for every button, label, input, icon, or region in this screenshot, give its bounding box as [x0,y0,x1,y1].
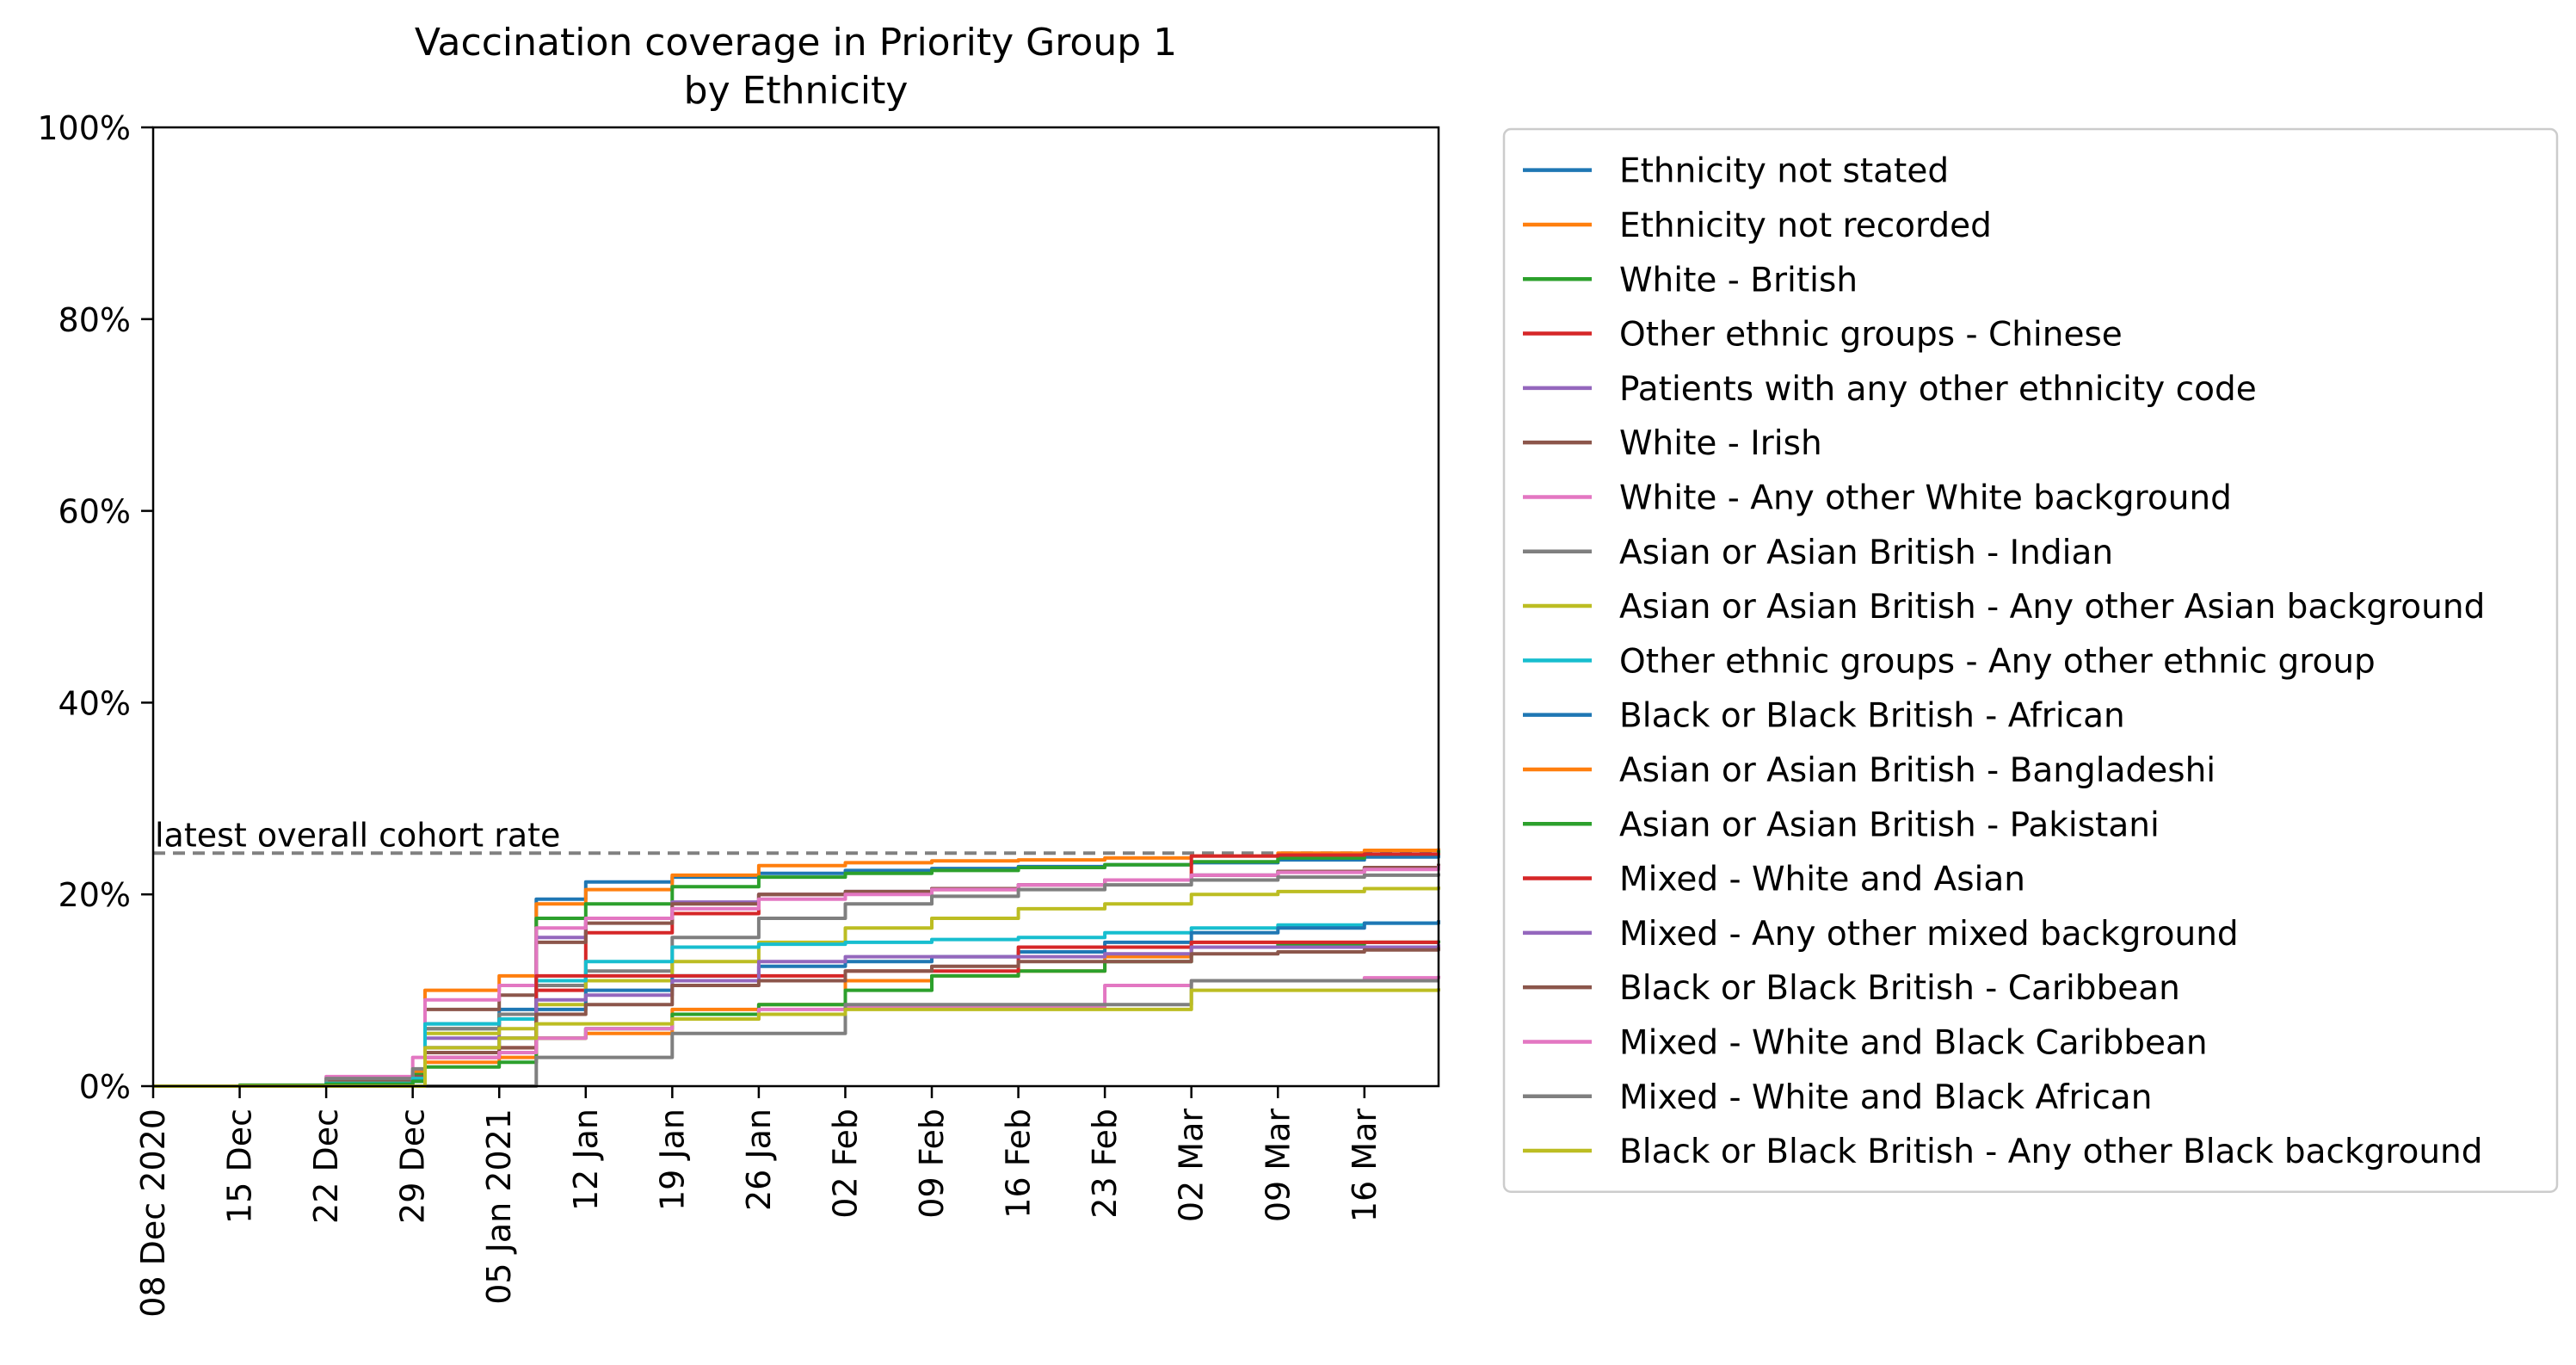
x-tick-label: 02 Feb [826,1109,864,1219]
x-tick-label: 15 Dec [221,1109,259,1224]
x-tick-label: 26 Jan [740,1109,778,1211]
series-line-6 [153,865,1440,1088]
legend-box [1502,127,2559,1193]
series-line-18 [153,988,1440,1088]
legend-label: Black or Black British - Caribbean [1619,969,2180,1008]
legend-label: Asian or Asian British - Indian [1619,534,2113,572]
legend-label: Black or Black British - African [1619,697,2125,736]
legend: Ethnicity not stated Ethnicity not record… [1502,127,2559,1193]
x-tick-label: 12 Jan [567,1109,605,1211]
legend-label: Patients with any other ethnicity code [1619,370,2257,409]
series-line-16 [153,975,1440,1088]
x-tick-label: 22 Dec [307,1109,345,1224]
series-lines [153,848,1440,1088]
y-axis: 0% 20% 40% 60% 80% 100% [37,109,153,1106]
legend-label: Mixed - White and Asian [1619,861,2025,899]
series-line-0 [153,854,1440,1088]
x-tick-label: 02 Mar [1173,1109,1211,1223]
y-tick-label: 40% [59,684,131,722]
legend-label: Ethnicity not stated [1619,152,1949,191]
plot-frame [151,126,1440,1088]
series-line-7 [153,873,1440,1088]
chart-title-line: by Ethnicity [684,69,909,113]
series-line-9 [153,921,1440,1088]
legend-label: White - Irish [1619,424,1822,463]
reference-line-group: latest overall cohort rate [153,816,1439,855]
legend-label: Other ethnic groups - Any other ethnic g… [1619,642,2376,681]
y-tick-label: 100% [37,109,131,147]
x-tick-label: 29 Dec [394,1109,432,1224]
y-tick-label: 80% [59,301,131,339]
legend-label: Black or Black British - Any other Black… [1619,1133,2483,1171]
legend-label: Mixed - White and Black African [1619,1078,2152,1117]
x-axis: 08 Dec 2020 15 Dec 22 Dec 29 Dec 05 Jan 2021… [134,1086,1384,1318]
series-line-3 [153,852,1440,1088]
x-tick-label: 16 Feb [1000,1109,1038,1219]
series-line-17 [153,979,1439,1088]
x-tick-label: 23 Feb [1086,1109,1124,1219]
y-tick-label: 20% [59,876,131,914]
legend-label: Asian or Asian British - Pakistani [1619,806,2160,844]
chart-title-line: Vaccination coverage in Priority Group 1 [415,21,1177,65]
y-tick-label: 60% [59,493,131,531]
x-tick-label: 08 Dec 2020 [134,1109,172,1318]
x-tick-label: 09 Feb [913,1109,951,1219]
x-tick-label: 05 Jan 2021 [480,1109,518,1305]
legend-label: Other ethnic groups - Chinese [1619,316,2123,355]
reference-line-label: latest overall cohort rate [155,816,560,854]
legend-label: Asian or Asian British - Any other Asian… [1619,588,2485,627]
chart-title: Vaccination coverage in Priority Group 1… [415,21,1177,113]
legend-label: Ethnicity not recorded [1619,207,1992,245]
x-tick-label: 09 Mar [1259,1109,1297,1223]
legend-label: Mixed - White and Black Caribbean [1619,1023,2208,1062]
y-tick-label: 0% [79,1068,131,1106]
legend-label: White - Any other White background [1619,479,2232,517]
legend-label: White - British [1619,261,1858,300]
series-line-2 [153,850,1440,1088]
legend-label: Mixed - Any other mixed background [1619,915,2239,954]
x-tick-label: 19 Jan [653,1109,691,1211]
x-tick-label: 16 Mar [1346,1109,1384,1223]
legend-label: Asian or Asian British - Bangladeshi [1619,751,2215,790]
